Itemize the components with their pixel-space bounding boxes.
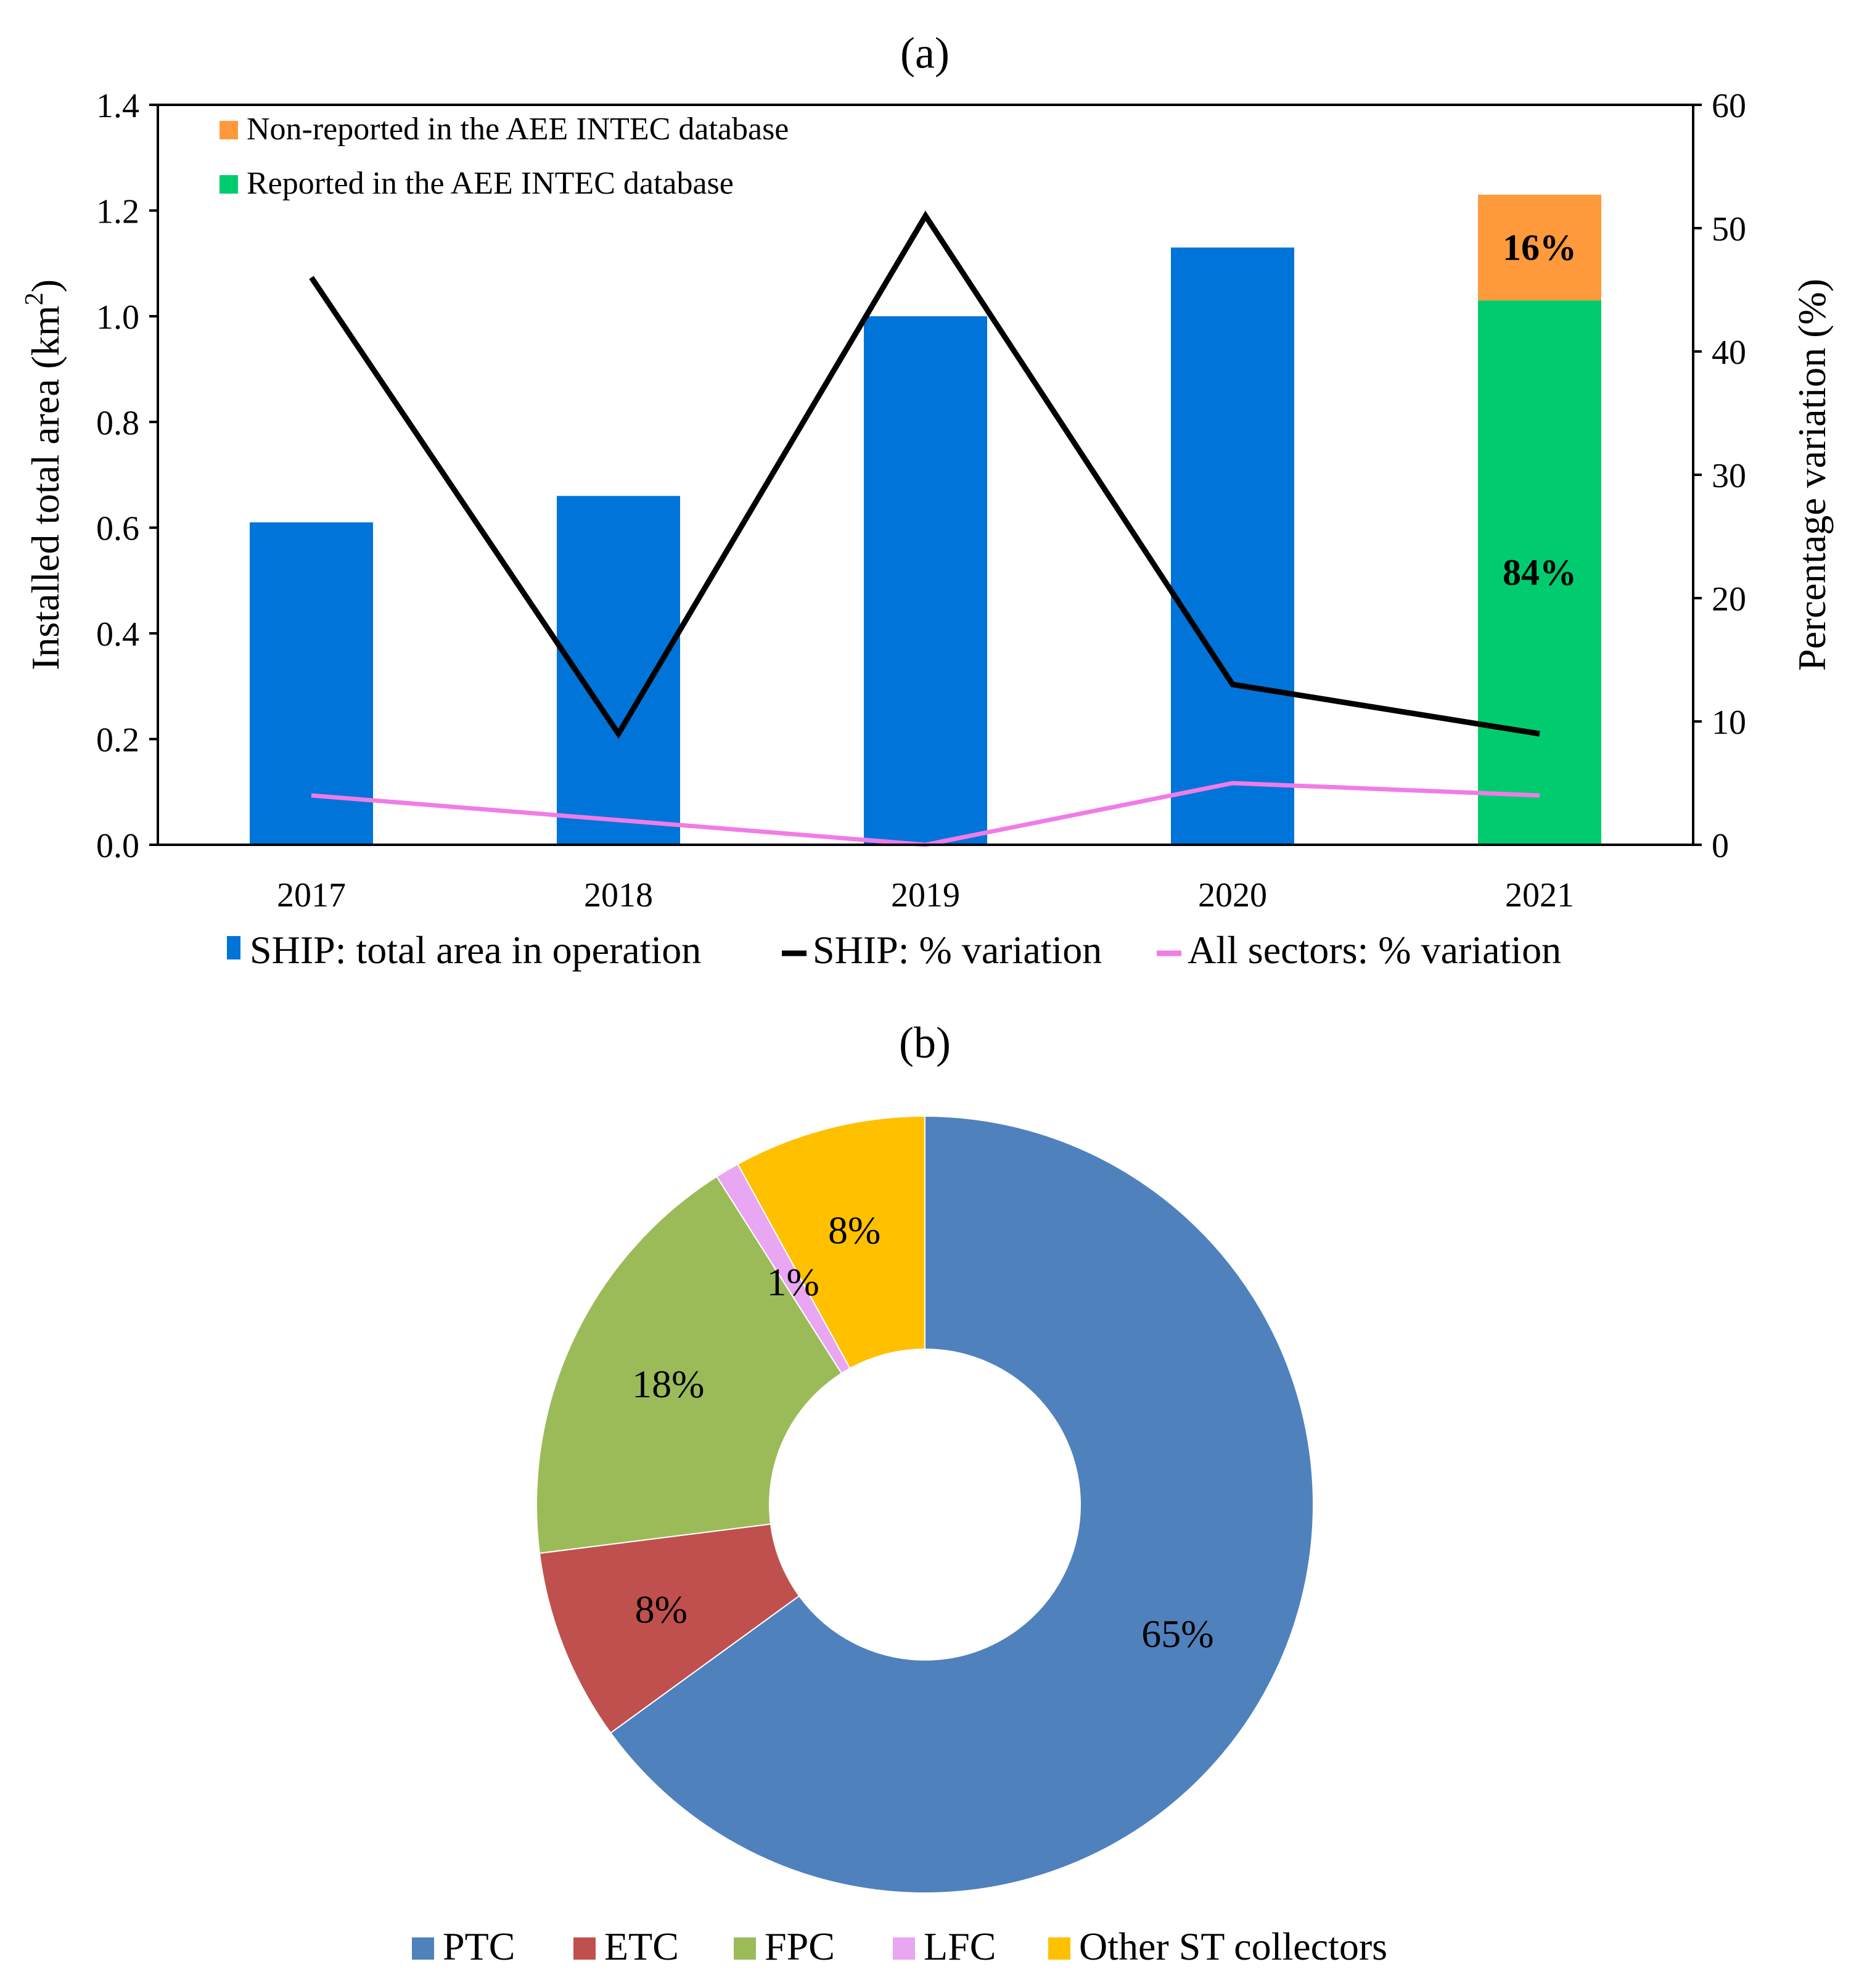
- y-axis-label: Installed total area (km2): [20, 279, 67, 670]
- line-ship-variation: [309, 210, 1540, 739]
- y-axis-label-end: ): [23, 279, 67, 292]
- x-tick-label: 2019: [891, 876, 960, 914]
- donut-slices: [536, 1115, 1314, 1894]
- donut-legend: PTC ETC FPC LFC Other ST collectors: [412, 1924, 1387, 1968]
- legend-label-all-sectors: All sectors: % variation: [1188, 928, 1561, 972]
- slice-label-etc: 8%: [635, 1587, 687, 1631]
- panel-b-label: (b): [899, 1018, 951, 1067]
- left-axis-ticks: 0.0 0.2 0.4 0.6 0.8 1.0 1.2 1.4: [96, 87, 158, 865]
- legend-swatch-other-st-collectors: [1048, 1937, 1070, 1960]
- panel-a-label: (a): [900, 28, 950, 78]
- legend-label-ptc: PTC: [443, 1924, 515, 1968]
- slice-label-ptc: 65%: [1141, 1612, 1213, 1656]
- legend-swatch-fpc: [734, 1937, 756, 1960]
- bar-ship-total-area-in-operation-2019: [864, 316, 987, 845]
- slice-ptc: [609, 1115, 1314, 1894]
- bar-non-reported-in-the-aee-intec-database-2021: [1478, 194, 1601, 301]
- legend-label-ship-area: SHIP: total area in operation: [250, 928, 701, 972]
- y2-tick-label: 10: [1712, 704, 1746, 742]
- bar-group: 84% 16%: [250, 194, 1601, 845]
- bar-ship-total-area-in-operation-2020: [1171, 247, 1294, 845]
- x-axis-ticks: 2017 2018 2019 2020 2021: [277, 876, 1574, 914]
- x-tick-label: 2018: [584, 876, 653, 914]
- slice-fpc: [536, 1175, 843, 1555]
- legend-label-lfc: LFC: [924, 1924, 996, 1968]
- legend-label-reported: Reported in the AEE INTEC database: [247, 166, 734, 201]
- right-axis-ticks: 0 10 20 30 40 50 60: [1693, 87, 1746, 865]
- slice-etc: [538, 1523, 800, 1734]
- legend-swatch-etc: [573, 1937, 596, 1960]
- x-tick-label: 2020: [1198, 876, 1267, 914]
- bar-label-non-reported-in-the-aee-intec-database: 16%: [1503, 227, 1577, 268]
- legend-swatch-ptc: [412, 1937, 434, 1960]
- y-axis-label-main: Installed total area (km: [23, 305, 67, 670]
- panel-a: (a) 84% 16% 0.0 0.2 0.4 0.6 0.8 1.0 1.2 1.4 0 10 2…: [20, 28, 1834, 972]
- bar-ship-total-area-in-operation-2017: [250, 522, 373, 845]
- slice-label-fpc: 18%: [632, 1362, 704, 1406]
- y-tick-label: 0.4: [96, 615, 139, 654]
- y-tick-label: 1.0: [96, 298, 139, 337]
- y2-tick-label: 20: [1712, 580, 1746, 618]
- bottom-legend: SHIP: total area in operation SHIP: % va…: [227, 928, 1561, 972]
- y-tick-label: 0.2: [96, 721, 139, 760]
- y-tick-label: 1.2: [96, 192, 139, 231]
- legend-swatch-reported: [220, 175, 238, 194]
- y2-tick-label: 40: [1712, 334, 1746, 372]
- y-tick-label: 1.4: [96, 87, 139, 125]
- y2-axis-label: Percentage variation (%): [1790, 279, 1834, 671]
- y2-tick-label: 60: [1712, 87, 1746, 125]
- y-tick-label: 0.8: [96, 404, 139, 442]
- donut-labels: 65%8%18%1%8%: [632, 1208, 1213, 1655]
- y2-tick-label: 50: [1712, 210, 1746, 248]
- legend-label-other-st-collectors: Other ST collectors: [1079, 1924, 1387, 1968]
- slice-label-lfc: 1%: [767, 1260, 819, 1304]
- slice-label-other-st-collectors: 8%: [828, 1208, 880, 1252]
- legend-swatch-ship-area: [227, 936, 240, 959]
- slice-other-st-collectors: [737, 1115, 926, 1370]
- x-tick-label: 2021: [1505, 876, 1574, 914]
- y-axis-label-superscript: 2: [20, 292, 49, 305]
- x-tick-label: 2017: [277, 876, 346, 914]
- legend-label-non-reported: Non-reported in the AEE INTEC database: [247, 112, 789, 147]
- inner-legend: Non-reported in the AEE INTEC database R…: [220, 112, 789, 201]
- panel-b: (b) 65%8%18%1%8% PTC ETC FPC LFC Other ST co…: [412, 1018, 1387, 1968]
- y2-tick-label: 0: [1712, 827, 1729, 865]
- y-tick-label: 0.6: [96, 510, 139, 548]
- bar-reported-in-the-aee-intec-database-2021: [1478, 300, 1601, 845]
- legend-swatch-non-reported: [220, 121, 238, 139]
- legend-label-fpc: FPC: [765, 1924, 835, 1968]
- bar-label-reported-in-the-aee-intec-database: 84%: [1503, 552, 1577, 593]
- y-tick-label: 0.0: [96, 827, 139, 865]
- legend-label-ship-variation: SHIP: % variation: [813, 928, 1102, 972]
- legend-swatch-lfc: [893, 1937, 915, 1960]
- legend-label-etc: ETC: [604, 1924, 679, 1968]
- y2-tick-label: 30: [1712, 457, 1746, 495]
